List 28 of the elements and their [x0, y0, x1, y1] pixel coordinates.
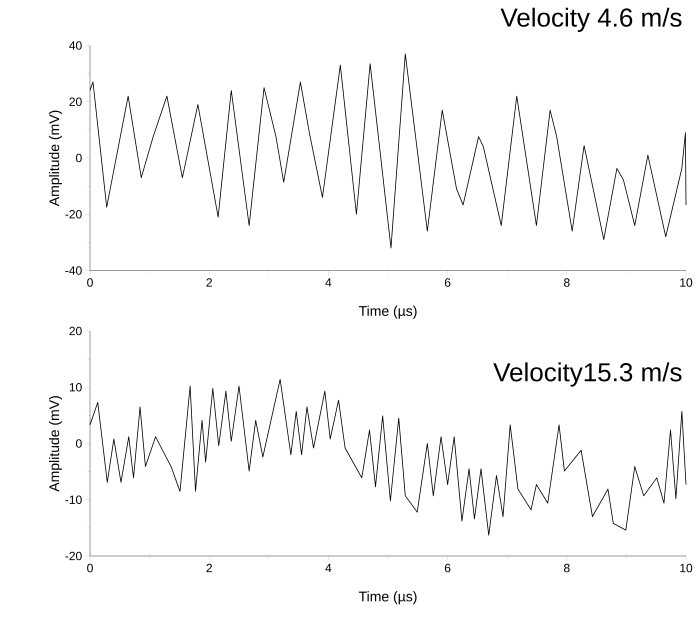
y-tick-label: -40	[65, 266, 82, 275]
y-tick-label: 20	[69, 326, 82, 336]
x-axis-title: Time (µs)	[358, 591, 417, 604]
x-tick-label: 0	[87, 564, 93, 572]
x-axis-title: Time (µs)	[358, 306, 417, 319]
x-tick-label: 6	[444, 278, 450, 287]
y-tick-label: -10	[65, 496, 82, 504]
y-tick-label: 0	[76, 154, 82, 162]
chart-title: Velocity 4.6 m/s	[500, 8, 682, 32]
y-tick-label: 40	[69, 41, 82, 50]
x-tick-label: 10	[680, 564, 692, 572]
y-tick-label: 10	[70, 383, 82, 392]
y-tick-label: 0	[76, 439, 82, 448]
x-tick-label: 4	[325, 278, 332, 287]
x-tick-label: 6	[444, 564, 450, 572]
x-tick-label: 0	[87, 278, 93, 287]
y-tick-label: -20	[65, 552, 82, 560]
y-axis-title: Amplitude (mV)	[48, 396, 62, 492]
x-tick-label: 2	[206, 564, 212, 572]
y-axis-title: Amplitude (mV)	[48, 110, 62, 206]
y-tick-label: -20	[65, 210, 82, 218]
x-tick-label: 8	[564, 278, 570, 287]
y-tick-label: 20	[69, 97, 82, 106]
x-tick-label: 4	[325, 564, 332, 572]
x-tick-label: 10	[680, 278, 692, 287]
x-tick-label: 8	[564, 564, 570, 572]
x-tick-label: 2	[206, 278, 212, 287]
text: Velocity15.3 m/s	[493, 362, 682, 387]
